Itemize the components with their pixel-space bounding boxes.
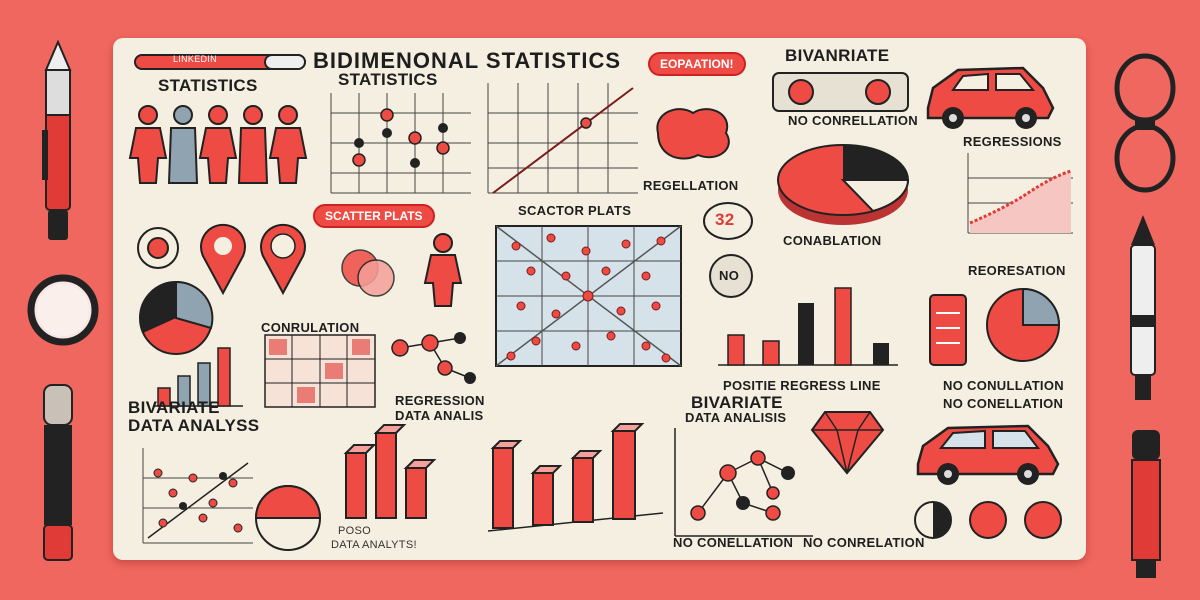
person-icon xyxy=(198,105,238,184)
no-conrelation-bottom: NO CONRELATION xyxy=(803,535,925,550)
poso-label: POSO xyxy=(338,525,371,537)
left-header: STATISTICS xyxy=(158,76,258,95)
bivariate-top: BIVANRIATE xyxy=(785,46,890,65)
half-circle-chart xyxy=(254,485,322,551)
bivariate-left: BIVARIATE xyxy=(128,398,220,417)
pill-top: EOPAATION! xyxy=(648,52,746,76)
map-pin-row xyxy=(137,223,306,296)
pie-chart-icon xyxy=(986,287,1061,362)
sticker-bar xyxy=(134,54,306,70)
bottom-circle-row xyxy=(914,501,1062,539)
regression-area-chart xyxy=(967,153,1073,234)
no-correlation-top: NO CONRELLATION xyxy=(788,113,918,128)
pill-scatter-plats: SCATTER PLATS xyxy=(313,204,435,228)
pen-icon xyxy=(42,39,72,240)
car-icon xyxy=(926,66,1055,129)
network-graph xyxy=(391,332,476,384)
scatter-caption: SCACTOR PLATS xyxy=(518,203,632,218)
target-icon xyxy=(137,227,179,269)
pie-chart-icon xyxy=(777,144,910,225)
person-icon xyxy=(237,105,269,184)
map-pin-icon xyxy=(200,223,246,296)
data-analyts-label: DATA ANALYTS! xyxy=(331,539,417,551)
no-badge: NO xyxy=(719,268,740,283)
people-row xyxy=(128,105,308,184)
bar-3d-chart-left xyxy=(343,424,437,519)
bar-3d-chart-mid xyxy=(487,423,664,532)
infographic-board: LINKEDIN STATISTICS BIDIMENONAL STATISTI… xyxy=(113,38,1086,560)
sub-title: STATISTICS xyxy=(338,70,438,89)
no-conellation-label: NO CONELLATION xyxy=(943,396,1064,411)
right-bar-chart xyxy=(718,287,898,366)
reoresation-label: REORESATION xyxy=(968,263,1066,278)
person-icon xyxy=(423,233,463,307)
conablation-label: CONABLATION xyxy=(783,233,882,248)
regellation-label: REGELLATION xyxy=(643,178,739,193)
gem-icon xyxy=(810,411,885,475)
dot-grid-chart xyxy=(330,93,471,194)
pen-icon xyxy=(1130,215,1156,400)
network-graph-bottom xyxy=(674,428,813,537)
book-stack xyxy=(929,294,967,366)
regression-data-label: REGRESSION xyxy=(395,393,485,408)
pie-chart-icon xyxy=(139,280,214,355)
person-icon xyxy=(268,105,308,184)
glasses-icon xyxy=(1114,53,1176,193)
red-blob xyxy=(656,108,730,160)
data-analis-small: DATA ANALIS xyxy=(395,408,484,423)
regressions-label: REGRESSIONS xyxy=(963,134,1062,149)
no-conellation-bottom: NO CONELLATION xyxy=(673,535,794,550)
person-icon xyxy=(167,105,199,184)
corrulation-label: CONRULATION xyxy=(261,320,360,335)
trend-line-chart xyxy=(487,83,638,194)
no-badge-shape xyxy=(709,254,753,298)
correlation-heatmap xyxy=(264,334,376,408)
bivariate-mid: BIVARIATE xyxy=(691,393,783,412)
sticker-label: LINKEDIN xyxy=(173,54,217,64)
data-analysis-mid: DATA ANALISIS xyxy=(685,410,787,425)
car-icon xyxy=(916,424,1060,485)
no-conullation-label: NO CONULLATION xyxy=(943,378,1064,393)
magnifier-icon xyxy=(27,274,99,346)
left-bar-chart xyxy=(153,347,243,407)
venn-icon xyxy=(341,249,395,297)
main-title: BIDIMENONAL STATISTICS xyxy=(313,48,621,73)
positie-line-label: POSITIE REGRESS LINE xyxy=(723,378,881,393)
bottom-left-scatter xyxy=(142,448,253,544)
marker-icon xyxy=(1131,430,1161,578)
number-badge: 32 xyxy=(715,210,735,229)
person-icon xyxy=(128,105,168,184)
central-scatter-plot xyxy=(495,225,682,367)
data-analysis-left: DATA ANALYSS xyxy=(128,416,260,435)
map-pin-icon xyxy=(260,223,306,296)
marker-icon xyxy=(43,384,73,561)
number-badge-shape xyxy=(703,202,753,240)
bivariate-card xyxy=(772,72,909,112)
